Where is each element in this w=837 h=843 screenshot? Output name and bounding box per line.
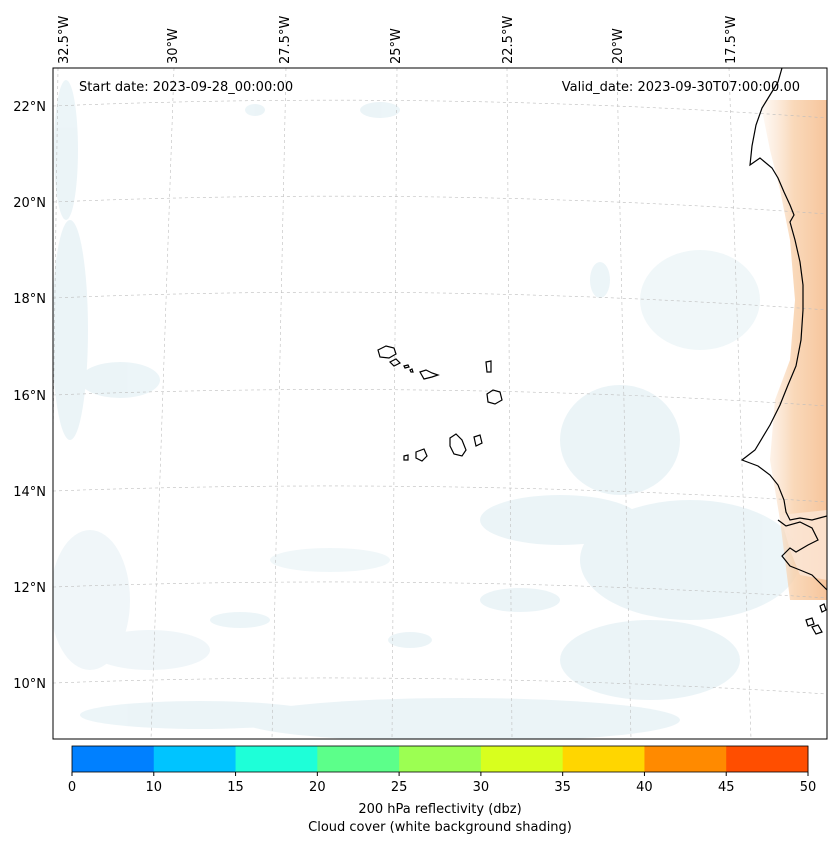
colorbar-tick-label: 15	[227, 780, 244, 795]
lat-label: 20°N	[13, 196, 46, 211]
colorbar-tick-label: 45	[718, 780, 735, 795]
map-border	[52, 67, 828, 740]
latitude-gridlines	[53, 99, 827, 695]
lon-label: 27.5°W	[278, 16, 293, 64]
colorbar-sublabel: Cloud cover (white background shading)	[308, 820, 572, 835]
colorbar-tick-label: 35	[554, 780, 571, 795]
lat-label: 12°N	[13, 581, 46, 596]
lon-label: 22.5°W	[501, 16, 516, 64]
lat-label: 18°N	[13, 292, 46, 307]
lon-label: 30°W	[166, 28, 181, 64]
colorbar-tick-label: 30	[473, 780, 490, 795]
colorbar-ticks: 0 10 15 20 25 30 35 40 45 50	[68, 772, 816, 795]
lon-label: 25°W	[389, 28, 404, 64]
lat-label: 10°N	[13, 677, 46, 692]
colorbar-cell	[562, 746, 645, 772]
map-panel	[52, 67, 828, 740]
colorbar-tick-label: 50	[800, 780, 817, 795]
longitude-gridlines	[53, 68, 752, 739]
longitude-labels: 32.5°W 30°W 27.5°W 25°W 22.5°W 20°W 17.5…	[57, 16, 739, 64]
bijagos-islands	[805, 603, 827, 635]
latitude-labels: 22°N 20°N 18°N 16°N 14°N 12°N 10°N	[13, 100, 46, 692]
lon-label: 17.5°W	[724, 16, 739, 64]
colorbar-tick-label: 40	[636, 780, 653, 795]
colorbar-cell	[644, 746, 727, 772]
colorbar-tick-label: 10	[146, 780, 163, 795]
colorbar-cell	[235, 746, 318, 772]
cloud-cover-shading	[53, 80, 800, 739]
lat-label: 14°N	[13, 485, 46, 500]
colorbar-tick-label: 25	[391, 780, 408, 795]
colorbar-label: 200 hPa reflectivity (dbz)	[358, 802, 521, 817]
colorbar-cells	[72, 746, 809, 772]
colorbar-cell	[317, 746, 400, 772]
colorbar-tick-label: 20	[309, 780, 326, 795]
africa-coastline	[740, 68, 827, 521]
dust-shading	[760, 100, 827, 600]
cape-verde-islands	[377, 345, 503, 462]
colorbar-border	[71, 745, 809, 773]
lat-label: 22°N	[13, 100, 46, 115]
cloud-cover-light	[53, 250, 760, 670]
colorbar-cell	[153, 746, 237, 772]
colorbar-cell	[480, 746, 564, 772]
lon-label: 32.5°W	[57, 16, 72, 64]
lat-label: 16°N	[13, 389, 46, 404]
dust-shading-land	[780, 510, 827, 580]
africa-coastline-south	[777, 519, 827, 591]
lon-label: 20°W	[611, 28, 626, 64]
colorbar-tick-label: 0	[68, 780, 76, 795]
colorbar: 0 10 15 20 25 30 35 40 45 50 200 hPa reflectivity…	[68, 745, 816, 835]
colorbar-cell	[399, 746, 482, 772]
start-date-annotation: Start date: 2023-09-28_00:00:00	[79, 80, 293, 95]
colorbar-cell	[726, 746, 809, 772]
colorbar-cell	[72, 746, 155, 772]
valid-date-annotation: Valid_date: 2023-09-30T07:00:00.00	[562, 80, 800, 95]
